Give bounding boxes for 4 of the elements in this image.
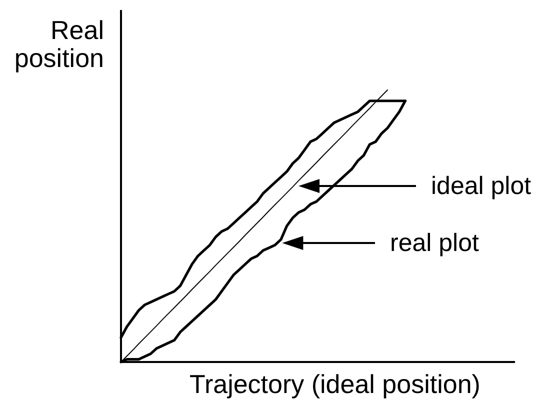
x-axis-title: Trajectory (ideal position) (190, 369, 480, 399)
y-axis-title: Real position (14, 15, 104, 73)
legend-label: ideal plot (431, 172, 532, 200)
legend-label: real plot (390, 229, 479, 257)
